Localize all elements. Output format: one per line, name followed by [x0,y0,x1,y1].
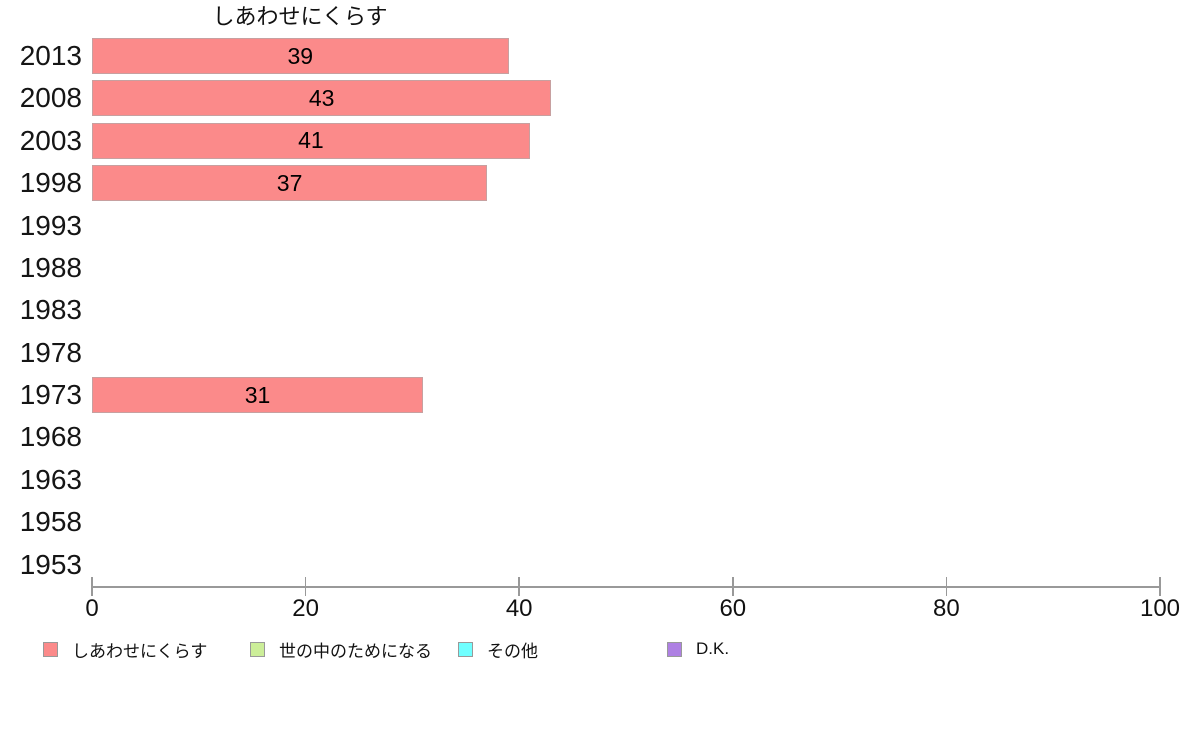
legend-swatch-green [250,641,265,657]
y-axis-label: 2008 [19,82,82,114]
legend: しあわせにくらす 世の中のためになる その他 D.K. [0,639,1188,662]
x-tick-label: 0 [85,595,99,622]
legend-label: しあわせにくらす [72,641,208,661]
y-axis-label: 1958 [19,506,82,538]
x-tick-label: 80 [933,595,960,622]
bar-value-label: 43 [308,84,335,111]
plot-area: 2013 39 2008 43 2003 41 1998 37 1993 1988 1983 1978… [20,35,1160,586]
x-tick-label: 20 [292,595,319,622]
legend-item-sonota: その他 [458,640,538,661]
legend-label: 世の中のためになる [279,641,432,661]
x-tick-mark [304,577,307,596]
y-axis-label: 1998 [19,167,82,199]
x-axis-line [91,586,1161,588]
bar-value-label: 31 [244,381,271,408]
y-axis-label: 1983 [19,294,82,326]
bar-value-label: 39 [287,42,314,69]
x-tick-label: 60 [719,595,747,622]
y-axis-label: 1953 [19,548,82,580]
bar-2013: 39 [92,38,509,74]
y-axis-label: 1993 [19,209,82,241]
y-axis-label: 1988 [19,251,82,283]
x-tick-mark [91,577,93,596]
chart-title: しあわせにくらす [212,4,388,29]
x-tick-mark [518,577,520,596]
y-axis-label: 1963 [19,463,82,495]
legend-item-yononaka: 世の中のためになる [250,640,432,661]
y-axis-label: 2013 [19,40,82,71]
x-tick-mark [1159,577,1161,596]
y-axis-label: 2003 [19,124,82,156]
x-tick-mark [945,577,948,596]
legend-label: D.K. [696,639,730,658]
y-axis-label: 1973 [19,379,82,411]
x-tick-label: 100 [1139,595,1181,622]
y-axis-label: 1968 [19,421,82,453]
bar-1998: 37 [92,165,488,202]
legend-swatch-cyan [458,641,473,657]
x-tick-label: 40 [505,595,533,622]
legend-swatch-purple [667,641,682,657]
legend-item-shiawase: しあわせにくらす [43,640,207,661]
legend-item-dk: D.K. [667,639,730,658]
y-axis-label: 1978 [19,336,82,368]
bar-value-label: 41 [298,127,324,154]
bar-2003: 41 [92,122,530,159]
bar-1973: 31 [92,377,424,414]
bar-2008: 43 [92,80,552,117]
x-tick-mark [732,577,734,596]
bar-value-label: 37 [276,169,303,196]
legend-swatch-pink [43,641,58,657]
legend-label: その他 [487,641,538,661]
